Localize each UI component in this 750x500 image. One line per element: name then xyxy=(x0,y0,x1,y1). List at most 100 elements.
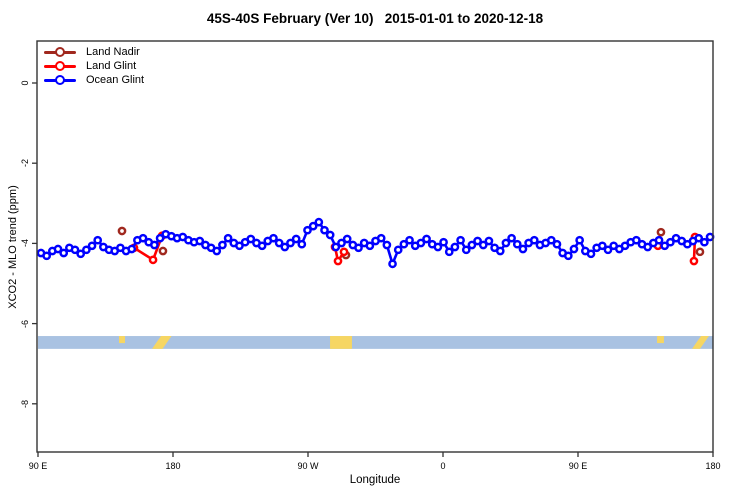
x-tick-label: 180 xyxy=(165,461,181,471)
ocean-glint-point xyxy=(235,241,244,251)
ocean-glint-point xyxy=(563,251,573,261)
x-axis-label: Longitude xyxy=(349,474,401,486)
ocean-glint-point xyxy=(597,241,607,251)
ocean-glint-point xyxy=(382,240,392,250)
ocean-glint-point xyxy=(484,236,494,246)
ocean-glint-point xyxy=(495,246,505,256)
ocean-glint-point xyxy=(654,235,664,245)
x-tick-label: 180 xyxy=(705,461,721,471)
ocean-glint-point xyxy=(246,234,256,244)
ocean-glint-point xyxy=(297,239,307,249)
ocean-glint-point xyxy=(529,235,539,245)
land-nadir-marker-icon xyxy=(44,47,76,57)
ocean-glint-point xyxy=(314,217,324,227)
legend-item-ocean-glint: Ocean Glint xyxy=(44,73,144,87)
legend-label: Land Nadir xyxy=(86,46,140,58)
land-glint-point xyxy=(339,247,349,257)
ocean-glint-point xyxy=(376,233,386,243)
ocean-glint-point xyxy=(416,238,426,248)
ocean-glint-point xyxy=(342,234,352,244)
x-tick-label: 90 W xyxy=(297,461,319,471)
legend-item-land-glint: Land Glint xyxy=(44,59,144,73)
land-band-segment xyxy=(152,336,172,349)
land-nadir-point xyxy=(656,227,666,237)
ocean-glint-point xyxy=(456,235,465,245)
ocean-glint-point xyxy=(218,240,227,250)
ocean-glint-point xyxy=(478,240,488,250)
legend-label: Land Glint xyxy=(86,60,137,72)
ocean-glint-point xyxy=(325,230,335,240)
ocean-glint-point xyxy=(694,233,704,243)
ocean-glint-point xyxy=(569,244,579,254)
land-nadir-point xyxy=(117,226,127,236)
ocean-glint-point xyxy=(138,233,148,243)
ocean-glint-point xyxy=(603,245,613,255)
land-glint-marker-icon xyxy=(44,61,76,71)
ocean-glint-point xyxy=(53,244,63,254)
ocean-glint-point xyxy=(700,237,709,247)
land-band-segment xyxy=(657,336,664,344)
ocean-glint-point xyxy=(620,241,630,251)
ocean-glint-point xyxy=(59,248,69,258)
legend-item-land-nadir: Land Nadir xyxy=(44,45,144,59)
ocean-glint-point xyxy=(660,241,670,251)
y-tick-label: -6 xyxy=(20,319,30,328)
ocean-glint-point xyxy=(467,240,477,250)
ocean-glint-point xyxy=(666,237,675,247)
ocean-glint-point xyxy=(388,259,397,269)
ocean-glint-point xyxy=(705,232,715,242)
land-nadir-point xyxy=(695,247,705,257)
land-nadir-point xyxy=(158,246,168,256)
ocean-glint-point xyxy=(257,241,267,251)
land-glint-point xyxy=(689,256,699,266)
ocean-glint-point xyxy=(303,225,312,235)
ocean-glint-point xyxy=(155,233,165,243)
y-tick-label: 0 xyxy=(20,80,30,86)
ocean-glint-point xyxy=(546,235,556,245)
ocean-glint-point xyxy=(87,241,97,251)
ocean-glint-point xyxy=(518,244,528,254)
ocean-glint-point xyxy=(399,239,409,249)
ocean-glint-point xyxy=(274,238,284,248)
ocean-glint-point xyxy=(632,235,641,245)
plot-border xyxy=(36,40,714,453)
ocean-glint-point xyxy=(354,243,363,253)
ocean-glint-point xyxy=(76,249,86,259)
ocean-glint-point xyxy=(70,245,80,255)
ocean-glint-point xyxy=(320,225,329,235)
ocean-band xyxy=(38,336,713,349)
ocean-glint-point xyxy=(212,246,222,256)
land-band-segment xyxy=(692,336,709,349)
ocean-glint-point xyxy=(223,233,233,243)
y-tick-label: -8 xyxy=(20,399,30,408)
ocean-glint-point xyxy=(512,239,522,249)
chart-title: 45S-40S February (Ver 10) 2015-01-01 to … xyxy=(206,11,544,26)
ocean-glint-point xyxy=(365,241,375,251)
ocean-glint-marker-icon xyxy=(44,75,76,85)
x-tick-label: 90 E xyxy=(28,461,48,471)
ocean-glint-point xyxy=(552,239,562,249)
ocean-glint-point xyxy=(501,238,511,248)
chart-legend: Land Nadir Land Glint Ocean Glint xyxy=(44,45,144,87)
ocean-glint-point xyxy=(507,233,516,243)
ocean-glint-point xyxy=(286,238,295,248)
land-glint-point xyxy=(148,255,158,265)
ocean-glint-point xyxy=(586,249,596,259)
ocean-glint-point xyxy=(269,233,278,243)
ocean-glint-point xyxy=(82,245,91,255)
ocean-glint-point xyxy=(280,242,290,252)
ocean-glint-point xyxy=(422,234,431,244)
ocean-glint-point xyxy=(461,245,471,255)
ocean-glint-point xyxy=(575,235,585,245)
ocean-glint-point xyxy=(444,247,454,257)
ocean-glint-point xyxy=(150,240,159,250)
ocean-glint-point xyxy=(433,242,443,252)
ocean-glint-point xyxy=(308,221,318,231)
legend-label: Ocean Glint xyxy=(86,74,145,86)
ocean-glint-point xyxy=(291,234,301,244)
y-tick-label: -4 xyxy=(20,239,30,248)
ocean-glint-point xyxy=(331,242,341,252)
land-band-segment xyxy=(119,336,125,344)
